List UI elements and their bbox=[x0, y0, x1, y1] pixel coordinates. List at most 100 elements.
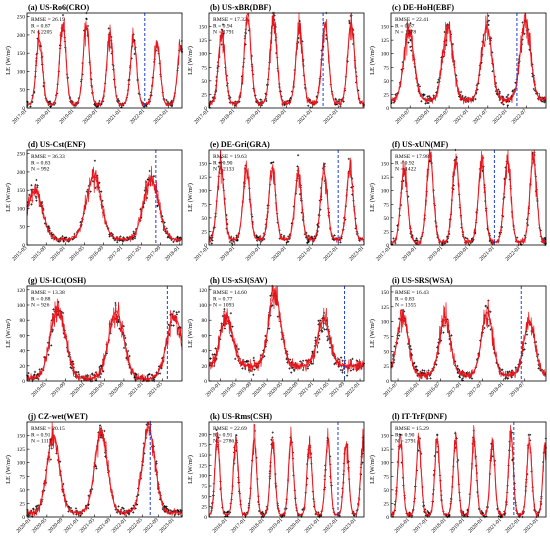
x-tick-label: 2018-01 bbox=[219, 108, 236, 125]
observed-point bbox=[527, 433, 530, 436]
x-tick-label: 2017-01 bbox=[193, 108, 210, 125]
panel-f: 0 25 50 75 100 125 150 2017-01 2018-01 2019-01 202… bbox=[369, 140, 547, 262]
y-tick-label: 100 bbox=[17, 69, 26, 75]
x-tick-label: 2015-07 bbox=[382, 381, 399, 398]
y-tick-label: 40 bbox=[202, 349, 208, 355]
observed-point bbox=[306, 241, 309, 244]
observed-point bbox=[231, 325, 234, 328]
y-tick-label: 20 bbox=[202, 364, 208, 370]
x-tick-label: 2020-01 bbox=[271, 245, 288, 262]
y-tick-label: 120 bbox=[199, 288, 208, 294]
x-tick-label: 2022-01 bbox=[504, 245, 521, 262]
panel-j: 02550751001251502020-012020-052020-09202… bbox=[5, 412, 183, 534]
observed-point bbox=[127, 349, 130, 353]
stat-label: N = 2786 bbox=[213, 439, 234, 445]
observed-point bbox=[170, 99, 173, 102]
observed-point bbox=[317, 511, 320, 514]
observed-point bbox=[36, 504, 39, 507]
y-tick-label: 125 bbox=[199, 463, 208, 469]
observed-point bbox=[487, 23, 490, 26]
x-tick-label: 2020-09 bbox=[108, 381, 125, 398]
y-tick-label: 50 bbox=[202, 79, 208, 85]
observed-point bbox=[156, 204, 159, 207]
x-tick-label: 2020-01 bbox=[414, 108, 431, 125]
observed-point bbox=[36, 184, 39, 187]
stat-label: RMSE = 17.32 bbox=[213, 17, 247, 23]
y-tick-label: 150 bbox=[381, 290, 390, 296]
observed-point bbox=[128, 355, 131, 358]
observed-point bbox=[73, 232, 76, 236]
observed-point bbox=[89, 190, 92, 193]
observed-point bbox=[175, 311, 178, 314]
stat-label: R = 0.87 bbox=[395, 23, 415, 29]
observed-point bbox=[176, 236, 179, 239]
observed-point bbox=[111, 233, 114, 236]
panel-title: (a) US-Ro6(CRO) bbox=[28, 3, 89, 12]
x-tick-label: 2017-01 bbox=[107, 245, 124, 262]
y-tick-label: 80 bbox=[202, 318, 208, 324]
y-tick-label: 150 bbox=[199, 453, 208, 459]
y-tick-label: 0 bbox=[386, 379, 389, 385]
y-tick-label: 25 bbox=[384, 92, 390, 98]
observed-point bbox=[416, 239, 419, 242]
observed-point bbox=[252, 373, 255, 376]
stat-label: R = 0.91 bbox=[213, 432, 233, 438]
observed-point bbox=[532, 87, 535, 91]
observed-point bbox=[428, 95, 431, 98]
observed-point bbox=[426, 510, 429, 513]
observed-point bbox=[47, 353, 50, 356]
x-tick-label: 2015-05 bbox=[11, 245, 28, 262]
observed-point bbox=[422, 93, 425, 96]
y-tick-label: 75 bbox=[384, 334, 390, 340]
observed-point bbox=[346, 374, 349, 377]
observed-point bbox=[339, 369, 342, 372]
y-tick-label: 75 bbox=[384, 474, 390, 480]
y-tick-label: 75 bbox=[20, 474, 26, 480]
y-tick-label: 50 bbox=[20, 488, 26, 494]
stat-label: RMSE = 26.19 bbox=[31, 17, 65, 23]
modeled-series bbox=[208, 12, 365, 108]
panel-b: 0 25 50 75 100 125 150 2017-01 2018-01 2019-01 202… bbox=[187, 3, 365, 125]
x-tick-label: 2017-01 bbox=[230, 517, 247, 534]
observed-point bbox=[230, 239, 233, 242]
observed-point bbox=[245, 360, 248, 363]
observed-point bbox=[74, 507, 78, 510]
observed-point bbox=[420, 100, 423, 103]
y-tick-label: 0 bbox=[22, 106, 25, 112]
observed-point bbox=[61, 14, 65, 17]
y-tick-label: 0 bbox=[22, 379, 25, 385]
x-tick-label: 2021-05 bbox=[313, 381, 330, 398]
observed-point bbox=[133, 376, 136, 379]
x-tick-label: 2019-01 bbox=[427, 245, 444, 262]
panel-title: (e) DE-Gri(GRA) bbox=[210, 140, 270, 149]
stat-label: RMSE = 20.15 bbox=[31, 426, 65, 432]
x-tick-label: 2019-01 bbox=[449, 517, 466, 534]
observed-point bbox=[307, 240, 310, 243]
observed-point bbox=[49, 100, 52, 103]
observed-point bbox=[524, 342, 527, 345]
x-tick-label: 2017-01 bbox=[446, 381, 463, 398]
y-tick-label: 125 bbox=[381, 175, 390, 181]
stat-label: R = 0.83 bbox=[395, 296, 415, 302]
observed-point bbox=[127, 513, 131, 516]
panel-k: 0 25 50 75 100 125 150 175 200 2016-01 2017-01 2018… bbox=[187, 412, 365, 534]
observed-point bbox=[86, 24, 90, 28]
observed-point bbox=[506, 104, 509, 107]
y-tick-label: 125 bbox=[381, 38, 390, 44]
x-tick-label: 2020-01 bbox=[69, 381, 86, 398]
observed-point bbox=[64, 236, 68, 239]
observed-point bbox=[135, 373, 138, 376]
observed-point bbox=[322, 21, 325, 24]
modeled-series-smooth bbox=[26, 173, 183, 241]
x-tick-label: 2020-07 bbox=[433, 108, 450, 125]
modeled-series-smooth bbox=[390, 433, 547, 516]
y-tick-label: 75 bbox=[384, 202, 390, 208]
observed-point bbox=[464, 236, 467, 239]
observed-point bbox=[341, 371, 344, 374]
observed-point bbox=[521, 21, 524, 24]
observed-point bbox=[77, 371, 80, 374]
panel-l: 0 25 50 75 100 125 150 2016-01 2017-01 2018-01 201… bbox=[369, 412, 547, 534]
observed-point bbox=[30, 188, 33, 191]
